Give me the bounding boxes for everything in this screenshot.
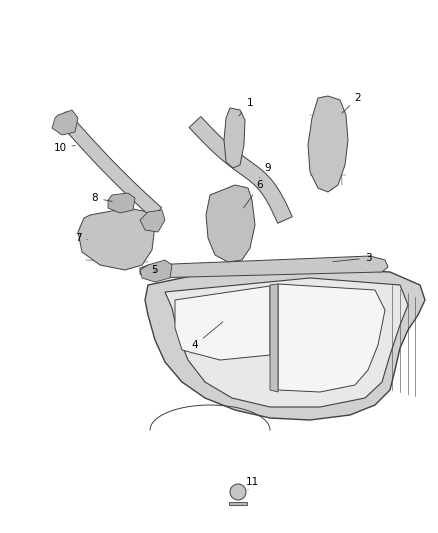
Text: 11: 11 [245,477,258,490]
Text: 3: 3 [333,253,371,263]
Polygon shape [270,284,278,392]
Polygon shape [224,108,245,168]
Polygon shape [108,193,135,213]
Polygon shape [278,284,385,392]
Polygon shape [78,208,155,270]
Polygon shape [189,117,292,223]
Polygon shape [165,278,408,407]
Polygon shape [145,268,425,420]
Text: 9: 9 [260,163,271,178]
Polygon shape [140,210,165,232]
Text: 7: 7 [75,233,87,243]
Circle shape [230,484,246,500]
Text: 5: 5 [152,265,158,275]
Text: 10: 10 [53,143,75,153]
Polygon shape [175,286,270,360]
Text: 4: 4 [192,322,223,350]
Polygon shape [59,112,162,218]
Text: 8: 8 [92,193,112,203]
Polygon shape [308,96,348,192]
Polygon shape [140,260,172,282]
Text: 2: 2 [342,93,361,113]
Polygon shape [52,110,78,135]
Polygon shape [206,185,255,262]
Text: 1: 1 [239,98,253,116]
Polygon shape [140,256,388,278]
Polygon shape [229,502,247,505]
Text: 6: 6 [244,180,263,208]
